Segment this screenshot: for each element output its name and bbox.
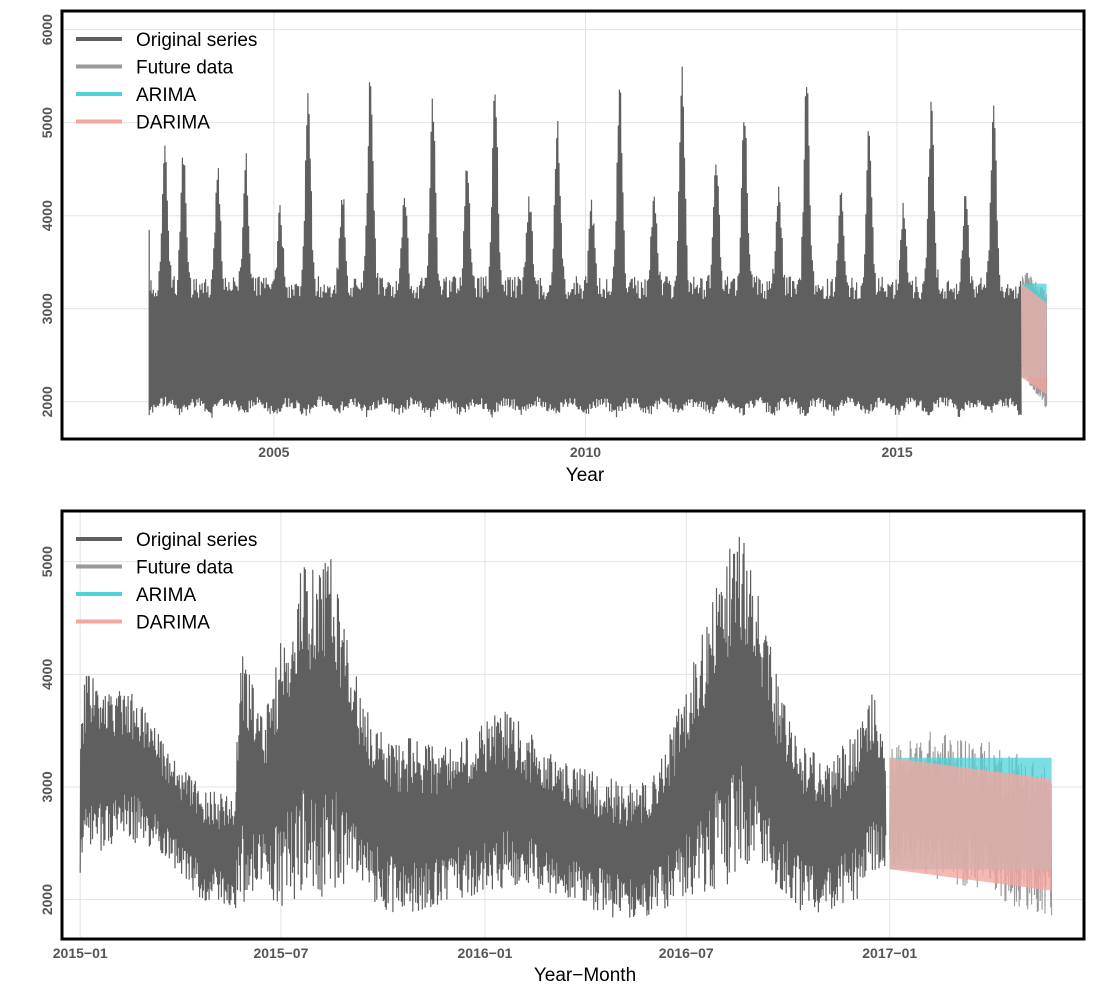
series-original xyxy=(148,66,1022,418)
legend-label: DARIMA xyxy=(136,613,210,634)
y-tick-label: 4000 xyxy=(39,659,55,690)
x-tick-label: 2005 xyxy=(258,444,289,460)
band-darima xyxy=(889,757,1052,891)
y-tick-label: 3000 xyxy=(39,293,55,324)
plot-area xyxy=(148,66,1048,418)
plot-frame xyxy=(60,9,1086,441)
legend-label: DARIMA xyxy=(136,113,210,134)
x-tick-label: 2015−07 xyxy=(253,945,308,961)
x-tick-label: 2010 xyxy=(570,444,601,460)
legend: Original series Future data ARIMA DARIMA xyxy=(76,30,257,134)
legend-label: Future data xyxy=(136,58,234,79)
y-tick-label: 3000 xyxy=(39,771,55,802)
x-axis-title: Year−Month xyxy=(534,965,636,986)
chart-panel-1: 2005 2010 2015 2000 3000 4000 5000 6000 Year Orig… xyxy=(39,9,1086,486)
x-tick-label: 2017−01 xyxy=(862,945,917,961)
legend-label: Original series xyxy=(136,30,257,51)
plot-area xyxy=(79,536,1053,918)
legend-label: ARIMA xyxy=(136,85,197,106)
series-original xyxy=(79,536,887,918)
plot-frame xyxy=(60,509,1086,941)
legend-label: Future data xyxy=(136,558,234,579)
x-tick-label: 2016−07 xyxy=(659,945,714,961)
y-tick-label: 6000 xyxy=(39,14,55,45)
x-tick-label: 2015 xyxy=(881,444,912,460)
legend-label: ARIMA xyxy=(136,585,197,606)
x-tick-label: 2015−01 xyxy=(53,945,108,961)
legend: Original series Future data ARIMA DARIMA xyxy=(76,530,257,634)
y-tick-label: 5000 xyxy=(39,107,55,138)
y-tick-label: 2000 xyxy=(39,386,55,417)
legend-label: Original series xyxy=(136,530,257,551)
x-tick-label: 2016−01 xyxy=(458,945,513,961)
band-darima xyxy=(1021,283,1047,395)
y-tick-label: 5000 xyxy=(39,546,55,577)
y-tick-label: 4000 xyxy=(39,200,55,231)
x-axis-title: Year xyxy=(566,465,605,486)
y-tick-label: 2000 xyxy=(39,884,55,915)
chart-panel-2: 2015−01 2015−07 2016−01 2016−07 2017−01 2000 3… xyxy=(39,509,1086,986)
